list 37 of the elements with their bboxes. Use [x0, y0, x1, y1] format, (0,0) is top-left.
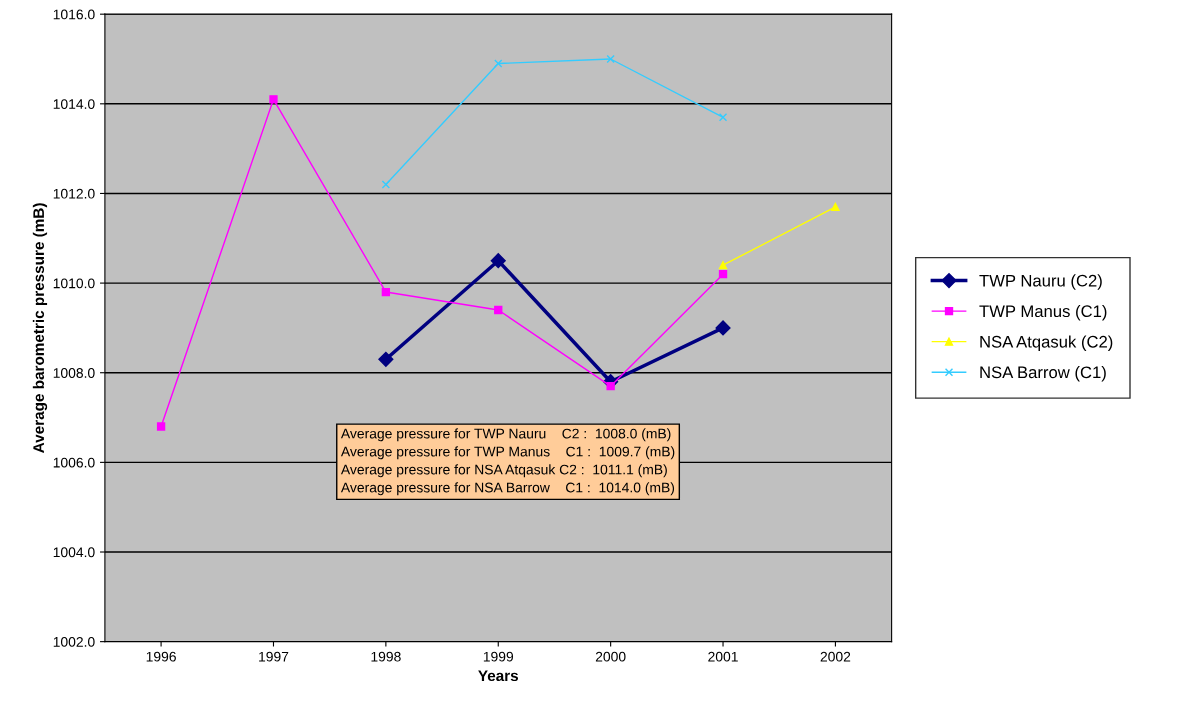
- point: [831, 202, 840, 212]
- legend-label: TWP Manus (C1): [979, 304, 1107, 321]
- x-tick-label: 2002: [820, 651, 851, 662]
- legend-label: NSA Barrow (C1): [980, 365, 1106, 382]
- x-tick-label: 2001: [708, 651, 738, 662]
- point: [378, 351, 394, 367]
- point: [715, 320, 731, 336]
- point: [606, 54, 615, 64]
- legend-label: NSA Atqasuk (C2): [980, 335, 1113, 351]
- x-tick-label: 2000: [595, 651, 626, 662]
- y-tick-label: 1016.0: [53, 9, 95, 20]
- y-axis-title: Average barometric pressure (mB): [32, 203, 48, 453]
- y-tick-label: 1002.0: [53, 636, 95, 647]
- x-axis-title: Years: [478, 670, 519, 682]
- y-tick-label: 1014.0: [53, 99, 95, 109]
- x-tick-label: 1996: [146, 651, 176, 662]
- point: [718, 269, 728, 279]
- point: [606, 382, 615, 391]
- point: [494, 305, 503, 315]
- y-tick-label: 1012.0: [53, 188, 95, 199]
- point: [156, 422, 166, 431]
- point: [490, 253, 506, 269]
- y-tick-label: 1010.0: [53, 278, 95, 289]
- x-tick-label: 1997: [259, 651, 289, 662]
- point: [718, 113, 728, 122]
- legend-label: TWP Nauru (C2): [979, 274, 1102, 290]
- point: [718, 260, 728, 270]
- annotation: Average pressure for TWP Nauru C2 : 1008.0 (mB) Average pressure for TWP Manus C1 : 1009.7 (mB) Average pressure for NSA Atqasuk C2 : 1011.1 (mB) Average pressure for NSA Barrow C1 : 1014.0 (mB): [340, 428, 675, 496]
- y-tick-label: 1006.0: [53, 457, 95, 468]
- point: [494, 59, 503, 68]
- y-tick-label: 1004.0: [53, 547, 95, 558]
- point: [381, 287, 391, 297]
- point: [269, 95, 278, 104]
- x-tick-label: 1999: [483, 651, 514, 662]
- x-tick-label: 1998: [371, 651, 401, 662]
- y-tick-label: 1008.0: [53, 368, 95, 378]
- point: [381, 180, 391, 189]
